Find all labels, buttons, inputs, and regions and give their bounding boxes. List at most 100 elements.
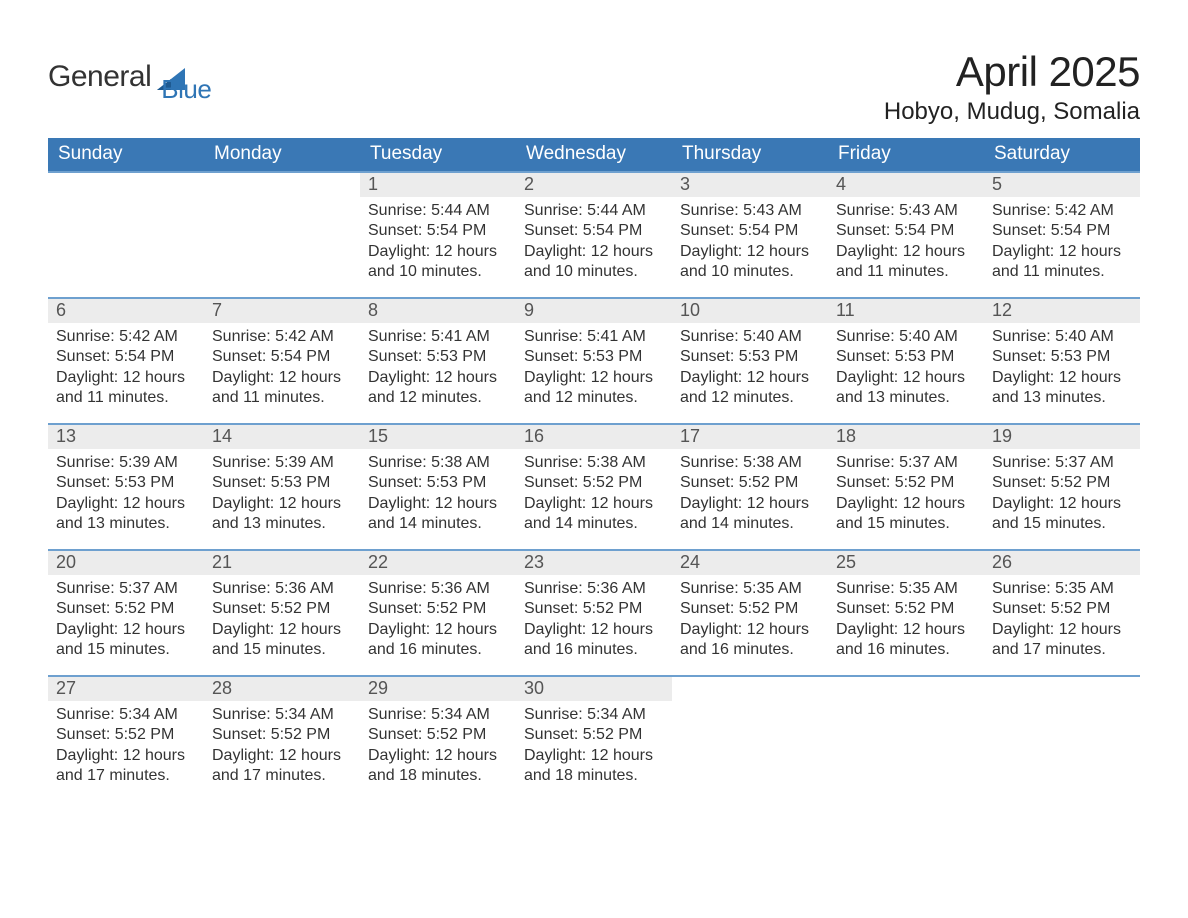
day-cell: 1Sunrise: 5:44 AMSunset: 5:54 PMDaylight… [360, 171, 516, 297]
day-number: 12 [984, 299, 1140, 323]
sunset: Sunset: 5:54 PM [524, 221, 664, 241]
day-cell: 20Sunrise: 5:37 AMSunset: 5:52 PMDayligh… [48, 549, 204, 675]
day-cell: 4Sunrise: 5:43 AMSunset: 5:54 PMDaylight… [828, 171, 984, 297]
day-cell: 7Sunrise: 5:42 AMSunset: 5:54 PMDaylight… [204, 297, 360, 423]
sunrise: Sunrise: 5:42 AM [56, 327, 196, 347]
sunset: Sunset: 5:52 PM [524, 473, 664, 493]
day-cell: 24Sunrise: 5:35 AMSunset: 5:52 PMDayligh… [672, 549, 828, 675]
location: Hobyo, Mudug, Somalia [884, 98, 1140, 126]
day-number: 23 [516, 551, 672, 575]
week-row: 1Sunrise: 5:44 AMSunset: 5:54 PMDaylight… [48, 171, 1140, 297]
daylight: Daylight: 12 hours and 16 minutes. [836, 620, 976, 661]
day-cell: 3Sunrise: 5:43 AMSunset: 5:54 PMDaylight… [672, 171, 828, 297]
sunset: Sunset: 5:52 PM [992, 599, 1132, 619]
sunset: Sunset: 5:53 PM [680, 347, 820, 367]
day-details: Sunrise: 5:40 AMSunset: 5:53 PMDaylight:… [828, 323, 984, 409]
day-details: Sunrise: 5:44 AMSunset: 5:54 PMDaylight:… [516, 197, 672, 283]
day-cell: 13 Sunrise: 5:39 AMSunset: 5:53 PMDayligh… [48, 423, 204, 549]
month-title: April 2025 [884, 48, 1140, 96]
sunset: Sunset: 5:52 PM [836, 473, 976, 493]
week-row: 13Sunrise: 5:39 AMSunset: 5:53 PMDayligh… [48, 423, 1140, 549]
day-number: 2 [516, 173, 672, 197]
sunset: Sunset: 5:52 PM [680, 473, 820, 493]
day-number: 21 [204, 551, 360, 575]
day-details: Sunrise: 5:38 AMSunset: 5:52 PMDaylight:… [516, 449, 672, 535]
sunrise: Sunrise: 5:34 AM [212, 705, 352, 725]
day-number: 13 [48, 425, 204, 449]
day-number: 26 [984, 551, 1140, 575]
day-cell [672, 675, 828, 801]
day-cell: 25Sunrise: 5:35 AMSunset: 5:52 PMDayligh… [828, 549, 984, 675]
day-details: Sunrise: 5:43 AMSunset: 5:54 PMDaylight:… [672, 197, 828, 283]
day-details: Sunrise: 5:36 AMSunset: 5:52 PMDaylight:… [204, 575, 360, 661]
sunrise: Sunrise: 5:35 AM [680, 579, 820, 599]
day-number: 8 [360, 299, 516, 323]
day-cell: 23Sunrise: 5:36 AMSunset: 5:52 PMDayligh… [516, 549, 672, 675]
sunset: Sunset: 5:52 PM [56, 599, 196, 619]
day-cell: 8Sunrise: 5:41 AMSunset: 5:53 PMDaylight… [360, 297, 516, 423]
day-cell: 15Sunrise: 5:38 AMSunset: 5:53 PMDayligh… [360, 423, 516, 549]
day-cell: 28Sunrise: 5:34 AMSunset: 5:52 PMDayligh… [204, 675, 360, 801]
daylight: Daylight: 12 hours and 11 minutes. [212, 368, 352, 409]
day-cell: 12Sunrise: 5:40 AMSunset: 5:53 PMDayligh… [984, 297, 1140, 423]
day-details: Sunrise: 5:40 AMSunset: 5:53 PMDaylight:… [672, 323, 828, 409]
day-number: 11 [828, 299, 984, 323]
day-number: 10 [672, 299, 828, 323]
sunrise: Sunrise: 5:42 AM [992, 201, 1132, 221]
day-number: 17 [672, 425, 828, 449]
daylight: Daylight: 12 hours and 13 minutes. [56, 494, 196, 535]
day-number: 5 [984, 173, 1140, 197]
sunrise: Sunrise: 5:42 AM [212, 327, 352, 347]
day-cell: 27Sunrise: 5:34 AMSunset: 5:52 PMDayligh… [48, 675, 204, 801]
day-cell: 19Sunrise: 5:37 AMSunset: 5:52 PMDayligh… [984, 423, 1140, 549]
sunrise: Sunrise: 5:39 AM [56, 453, 196, 473]
day-details: Sunrise: 5:39 AMSunset: 5:53 PMDaylight:… [204, 449, 360, 535]
week-row: 6Sunrise: 5:42 AMSunset: 5:54 PMDaylight… [48, 297, 1140, 423]
sunset: Sunset: 5:53 PM [368, 473, 508, 493]
day-number: 30 [516, 677, 672, 701]
daylight: Daylight: 12 hours and 18 minutes. [368, 746, 508, 787]
daylight: Daylight: 12 hours and 10 minutes. [524, 242, 664, 283]
sunset: Sunset: 5:53 PM [836, 347, 976, 367]
sunrise: Sunrise: 5:34 AM [56, 705, 196, 725]
dayname-mon: Monday [204, 138, 360, 171]
daylight: Daylight: 12 hours and 17 minutes. [56, 746, 196, 787]
daylight: Daylight: 12 hours and 16 minutes. [368, 620, 508, 661]
day-number: 28 [204, 677, 360, 701]
day-details: Sunrise: 5:37 AMSunset: 5:52 PMDaylight:… [828, 449, 984, 535]
daylight: Daylight: 12 hours and 15 minutes. [56, 620, 196, 661]
day-number: 18 [828, 425, 984, 449]
daylight: Daylight: 12 hours and 15 minutes. [992, 494, 1132, 535]
daylight: Daylight: 12 hours and 12 minutes. [368, 368, 508, 409]
sunset: Sunset: 5:52 PM [212, 599, 352, 619]
day-cell: 6Sunrise: 5:42 AMSunset: 5:54 PMDaylight… [48, 297, 204, 423]
sunrise: Sunrise: 5:43 AM [680, 201, 820, 221]
sunset: Sunset: 5:54 PM [368, 221, 508, 241]
day-cell [204, 171, 360, 297]
day-number: 27 [48, 677, 204, 701]
sunrise: Sunrise: 5:37 AM [992, 453, 1132, 473]
day-details: Sunrise: 5:41 AMSunset: 5:53 PMDaylight:… [516, 323, 672, 409]
daylight: Daylight: 12 hours and 18 minutes. [524, 746, 664, 787]
day-cell: 18Sunrise: 5:37 AMSunset: 5:52 PMDayligh… [828, 423, 984, 549]
sunset: Sunset: 5:52 PM [680, 599, 820, 619]
day-number: 19 [984, 425, 1140, 449]
day-details: Sunrise: 5:36 AMSunset: 5:52 PMDaylight:… [516, 575, 672, 661]
sunset: Sunset: 5:54 PM [56, 347, 196, 367]
daylight: Daylight: 12 hours and 17 minutes. [992, 620, 1132, 661]
day-details: Sunrise: 5:44 AMSunset: 5:54 PMDaylight:… [360, 197, 516, 283]
header: General Blue April 2025 Hobyo, Mudug, So… [48, 48, 1140, 126]
sunset: Sunset: 5:52 PM [56, 725, 196, 745]
day-cell: 30Sunrise: 5:34 AMSunset: 5:52 PMDayligh… [516, 675, 672, 801]
day-details: Sunrise: 5:34 AMSunset: 5:52 PMDaylight:… [48, 701, 204, 787]
sunset: Sunset: 5:53 PM [56, 473, 196, 493]
day-number: 24 [672, 551, 828, 575]
logo: General Blue [48, 48, 211, 105]
day-cell: 11Sunrise: 5:40 AMSunset: 5:53 PMDayligh… [828, 297, 984, 423]
week-row: 20Sunrise: 5:37 AMSunset: 5:52 PMDayligh… [48, 549, 1140, 675]
daylight: Daylight: 12 hours and 14 minutes. [524, 494, 664, 535]
day-details: Sunrise: 5:37 AMSunset: 5:52 PMDaylight:… [984, 449, 1140, 535]
day-details: Sunrise: 5:35 AMSunset: 5:52 PMDaylight:… [828, 575, 984, 661]
sunrise: Sunrise: 5:38 AM [524, 453, 664, 473]
sunrise: Sunrise: 5:44 AM [368, 201, 508, 221]
